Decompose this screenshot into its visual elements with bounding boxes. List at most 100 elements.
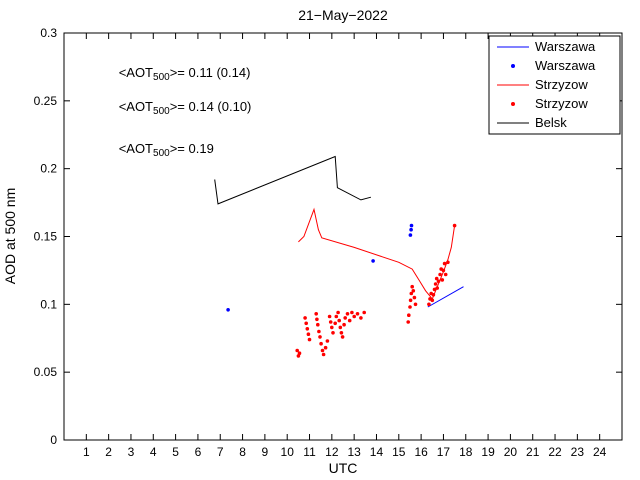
data-point xyxy=(297,351,302,356)
x-tick-label: 6 xyxy=(195,445,202,459)
data-point xyxy=(438,272,442,277)
data-point xyxy=(317,329,321,334)
y-tick-label: 0.15 xyxy=(34,230,58,244)
y-tick-label: 0.2 xyxy=(40,162,57,176)
data-point xyxy=(452,223,457,228)
data-point xyxy=(321,352,326,357)
data-point xyxy=(362,310,367,315)
data-point xyxy=(336,310,340,315)
annotation-mean-aot: <AOT500>= 0.19 xyxy=(119,141,214,159)
data-point xyxy=(340,335,345,339)
x-tick-label: 13 xyxy=(347,445,361,459)
data-point xyxy=(316,322,320,327)
series-strzyzow-scatter xyxy=(295,223,457,358)
data-point xyxy=(318,335,322,339)
data-point xyxy=(446,260,450,265)
legend-dot-sample xyxy=(511,102,515,106)
x-tick-label: 14 xyxy=(370,445,384,459)
data-point xyxy=(407,313,411,318)
x-tick-label: 7 xyxy=(217,445,224,459)
data-point xyxy=(323,345,328,350)
x-tick-label: 17 xyxy=(437,445,451,459)
x-tick-label: 11 xyxy=(303,445,316,459)
legend-label: Warszawa xyxy=(535,39,596,54)
axis-ticks: 1 2 3 4 5 6 7 8 9 10 11 12 13 14 15 16 17 18 19 20 21 22 23 240… xyxy=(34,26,622,459)
data-point xyxy=(337,318,342,323)
data-point xyxy=(303,316,307,320)
data-point xyxy=(319,341,323,346)
data-point xyxy=(432,287,437,292)
x-tick-label: 18 xyxy=(459,445,473,459)
data-point xyxy=(339,331,344,335)
x-tick-label: 10 xyxy=(281,445,295,459)
data-point xyxy=(411,289,416,293)
x-tick-label: 3 xyxy=(128,445,135,459)
data-point xyxy=(296,354,301,358)
data-point xyxy=(352,314,357,319)
legend: Warszawa Warszawa Strzyzow Strzyzow Belsk xyxy=(488,35,621,135)
data-point xyxy=(330,325,334,330)
data-point xyxy=(320,348,325,353)
data-point xyxy=(427,302,431,307)
y-tick-label: 0.25 xyxy=(34,94,58,108)
data-point xyxy=(347,318,352,323)
data-point xyxy=(440,278,445,282)
x-tick-label: 15 xyxy=(392,445,406,459)
annotation-mean-aot: <AOT500>= 0.14 (0.10) xyxy=(119,99,252,117)
data-point xyxy=(412,295,417,300)
data-point xyxy=(441,268,446,273)
x-tick-label: 12 xyxy=(325,445,339,459)
data-point xyxy=(345,312,350,316)
data-point xyxy=(442,261,447,266)
series-warszawa-line xyxy=(427,286,464,308)
series-warszawa-scatter xyxy=(226,223,414,312)
x-tick-label: 16 xyxy=(414,445,428,459)
data-point xyxy=(305,327,310,331)
data-point xyxy=(334,314,339,319)
x-axis-label: UTC xyxy=(329,460,358,476)
data-point xyxy=(433,282,438,286)
x-tick-label: 9 xyxy=(262,445,269,459)
data-point xyxy=(413,302,418,307)
data-point xyxy=(371,259,375,263)
data-point xyxy=(343,316,348,320)
data-point xyxy=(408,305,412,309)
x-tick-label: 22 xyxy=(548,445,562,459)
legend-label: Belsk xyxy=(535,115,567,130)
data-point xyxy=(431,293,436,297)
data-point xyxy=(435,286,440,290)
data-point xyxy=(325,339,330,343)
data-point xyxy=(409,227,413,232)
data-point xyxy=(226,308,230,312)
x-tick-label: 23 xyxy=(571,445,585,459)
x-tick-label: 4 xyxy=(150,445,157,459)
data-point xyxy=(331,331,335,335)
data-point xyxy=(314,312,319,316)
data-point xyxy=(306,332,311,337)
data-point xyxy=(355,312,360,316)
data-point xyxy=(436,279,441,284)
data-point xyxy=(307,337,312,342)
data-point xyxy=(409,223,414,228)
data-point xyxy=(342,322,346,327)
data-point xyxy=(410,284,415,289)
data-point xyxy=(338,325,343,330)
data-point xyxy=(295,348,300,353)
x-tick-label: 19 xyxy=(481,445,495,459)
data-point xyxy=(359,316,363,320)
legend-label: Warszawa xyxy=(535,58,596,73)
data-point xyxy=(327,314,332,319)
legend-label: Strzyzow xyxy=(535,77,588,92)
series-belsk-line xyxy=(214,155,372,205)
data-point xyxy=(434,276,439,281)
data-point xyxy=(406,320,411,324)
axes-border xyxy=(63,32,623,441)
data-point xyxy=(409,291,414,296)
y-tick-label: 0.1 xyxy=(40,297,57,311)
legend-dot-sample xyxy=(511,64,515,68)
data-point xyxy=(315,317,319,322)
x-tick-label: 8 xyxy=(239,445,246,459)
x-tick-label: 2 xyxy=(105,445,112,459)
